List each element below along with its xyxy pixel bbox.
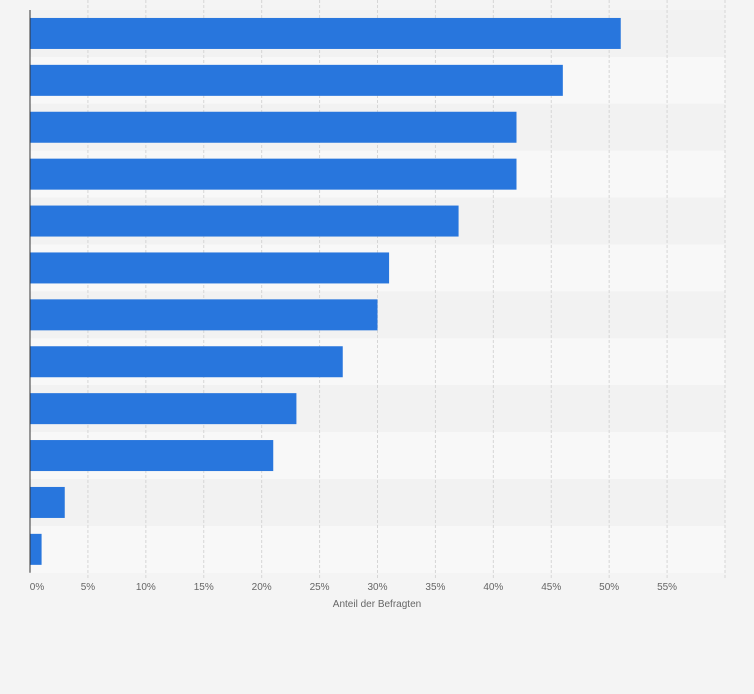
bar[interactable] [30,393,297,425]
x-tick-label: 15% [194,582,214,593]
bars [30,17,621,565]
row-band [30,525,725,573]
x-tick-label: 0% [30,582,45,593]
x-tick-label: 50% [599,582,619,593]
bar[interactable] [30,252,390,284]
bar[interactable] [30,158,517,190]
x-tick-label: 45% [541,582,561,593]
bar[interactable] [30,346,343,378]
x-tick-label: 30% [367,582,387,593]
bar[interactable] [30,486,65,518]
x-tick-label: 10% [136,582,156,593]
x-tick-label: 25% [310,582,330,593]
bar[interactable] [30,17,621,49]
x-axis-tick-labels: 0% 5% 10% 15% 20% 25% 30% 35% 40% 45% 50% 55% [30,582,677,593]
bar[interactable] [30,205,459,237]
x-tick-label: 5% [81,582,96,593]
bar[interactable] [30,440,274,472]
x-axis-label: Anteil der Befragten [333,599,421,610]
bar[interactable] [30,533,42,565]
bar[interactable] [30,111,517,143]
x-tick-label: 55% [657,582,677,593]
bar[interactable] [30,299,378,331]
x-tick-label: 35% [425,582,445,593]
x-tick-label: 40% [483,582,503,593]
bar[interactable] [30,64,563,96]
x-tick-label: 20% [252,582,272,593]
gridlines [87,0,726,579]
